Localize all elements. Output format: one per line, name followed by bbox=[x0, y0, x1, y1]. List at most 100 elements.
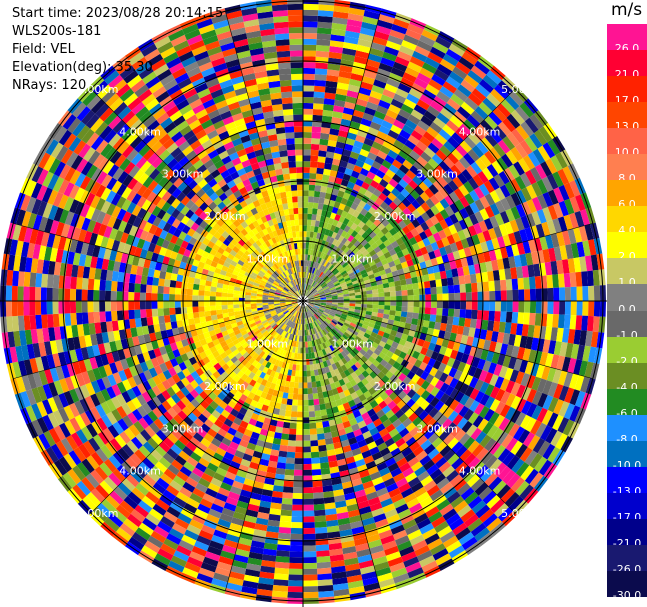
velocity-gate bbox=[430, 205, 440, 216]
velocity-gate bbox=[157, 285, 164, 294]
velocity-gate bbox=[227, 297, 234, 301]
velocity-gate bbox=[318, 308, 324, 313]
velocity-gate bbox=[460, 301, 467, 310]
velocity-gate bbox=[497, 448, 511, 463]
velocity-gate bbox=[361, 370, 370, 378]
velocity-gate bbox=[81, 289, 88, 301]
velocity-gate bbox=[311, 315, 316, 322]
velocity-gate bbox=[569, 196, 581, 213]
velocity-gate bbox=[337, 165, 347, 174]
velocity-gate bbox=[556, 355, 566, 371]
velocity-gate bbox=[416, 72, 432, 84]
velocity-gate bbox=[353, 428, 363, 437]
velocity-gate bbox=[390, 265, 398, 273]
velocity-gate bbox=[360, 385, 369, 394]
velocity-gate bbox=[390, 144, 402, 155]
velocity-gate bbox=[567, 329, 576, 344]
velocity-gate bbox=[506, 473, 521, 489]
velocity-gate bbox=[335, 286, 342, 291]
velocity-gate bbox=[588, 346, 597, 363]
velocity-gate bbox=[429, 100, 444, 113]
velocity-gate bbox=[405, 317, 413, 324]
velocity-gate bbox=[531, 251, 539, 265]
velocity-gate bbox=[502, 117, 516, 133]
velocity-gate bbox=[416, 171, 427, 182]
velocity-gate bbox=[309, 279, 313, 285]
velocity-gate bbox=[460, 509, 476, 523]
velocity-gate bbox=[460, 292, 467, 301]
velocity-gate bbox=[445, 513, 461, 526]
velocity-gate bbox=[347, 284, 354, 289]
velocity-gate bbox=[470, 478, 485, 492]
velocity-gate bbox=[446, 234, 456, 245]
velocity-gate bbox=[469, 376, 479, 389]
velocity-gate bbox=[291, 516, 303, 523]
velocity-gate bbox=[295, 434, 303, 441]
velocity-gate bbox=[398, 482, 411, 494]
velocity-gate bbox=[443, 103, 457, 116]
velocity-gate bbox=[275, 467, 286, 475]
velocity-gate bbox=[471, 88, 487, 102]
velocity-gate bbox=[385, 223, 394, 232]
velocity-gate bbox=[350, 332, 357, 339]
velocity-gate bbox=[545, 428, 558, 444]
velocity-gate bbox=[337, 304, 344, 308]
velocity-gate bbox=[324, 229, 331, 236]
velocity-gate bbox=[405, 119, 418, 130]
velocity-gate bbox=[310, 161, 318, 168]
velocity-gate bbox=[431, 452, 444, 464]
velocity-gate bbox=[324, 378, 330, 386]
velocity-gate bbox=[530, 225, 540, 240]
velocity-gate bbox=[576, 241, 585, 258]
velocity-gate bbox=[380, 57, 395, 68]
velocity-gate bbox=[522, 348, 531, 362]
velocity-gate bbox=[378, 99, 391, 110]
velocity-gate bbox=[410, 228, 420, 237]
velocity-gate bbox=[311, 288, 316, 294]
velocity-gate bbox=[374, 110, 386, 120]
velocity-gate bbox=[569, 373, 579, 390]
velocity-gate bbox=[358, 266, 366, 272]
velocity-gate bbox=[498, 269, 506, 281]
velocity-gate bbox=[290, 411, 298, 418]
velocity-gate bbox=[367, 539, 383, 549]
velocity-gate bbox=[307, 207, 313, 215]
velocity-gate bbox=[354, 288, 361, 293]
velocity-gate bbox=[303, 172, 310, 179]
velocity-gate bbox=[359, 27, 376, 37]
velocity-gate bbox=[459, 465, 472, 479]
velocity-gate bbox=[87, 312, 95, 324]
velocity-gate bbox=[419, 231, 428, 241]
velocity-gate bbox=[569, 389, 581, 406]
velocity-gate bbox=[312, 208, 318, 215]
velocity-gate bbox=[314, 190, 321, 198]
velocity-gate bbox=[483, 408, 495, 422]
velocity-gate bbox=[111, 280, 118, 292]
velocity-gate bbox=[331, 307, 338, 310]
velocity-gate bbox=[364, 403, 373, 412]
velocity-gate bbox=[357, 38, 373, 48]
velocity-gate bbox=[317, 344, 322, 351]
velocity-gate bbox=[209, 291, 217, 297]
velocity-gate bbox=[402, 207, 412, 217]
velocity-gate bbox=[419, 34, 436, 47]
velocity-gate bbox=[303, 38, 317, 45]
velocity-gate bbox=[517, 312, 525, 325]
velocity-gate bbox=[515, 266, 524, 279]
velocity-gate bbox=[353, 453, 364, 462]
velocity-gate bbox=[330, 288, 337, 292]
velocity-gate bbox=[511, 458, 525, 474]
velocity-gate bbox=[418, 281, 425, 289]
velocity-gate bbox=[367, 301, 373, 305]
velocity-gate bbox=[186, 301, 193, 308]
velocity-gate bbox=[458, 184, 470, 197]
velocity-gate bbox=[392, 418, 402, 429]
velocity-gate bbox=[337, 249, 344, 256]
velocity-gate bbox=[338, 378, 346, 387]
velocity-gate bbox=[287, 393, 294, 400]
velocity-gate bbox=[313, 304, 320, 308]
velocity-gate bbox=[367, 466, 379, 476]
velocity-gate bbox=[338, 277, 345, 283]
velocity-gate bbox=[406, 389, 417, 399]
velocity-gate bbox=[140, 275, 148, 285]
